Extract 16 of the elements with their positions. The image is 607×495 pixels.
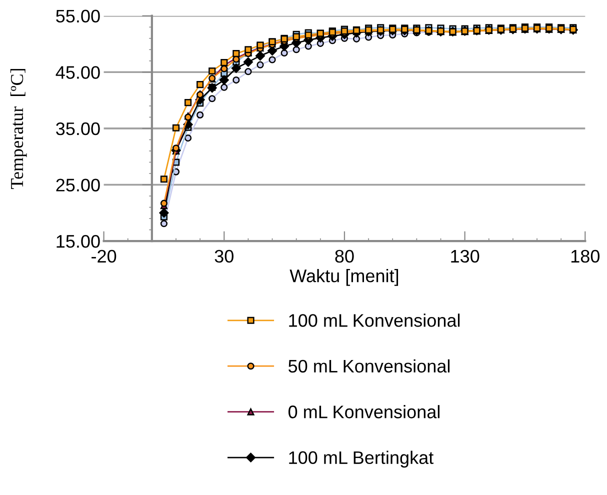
y-tick-label: 35.00 (56, 122, 100, 136)
legend-label: 0 mL Konvensional (288, 405, 440, 418)
x-tick-label: 80 (335, 250, 354, 263)
y-tick-label: 55.00 (56, 10, 100, 23)
y-axis-title: Temperatur [ºC] (10, 68, 27, 189)
x-tick-label: 30 (214, 250, 234, 263)
x-tick-label: 130 (451, 250, 480, 263)
x-tick-label: 180 (571, 250, 600, 263)
legend-label: 100 mL Konvensional (289, 314, 460, 327)
y-tick-label: 25.00 (56, 178, 100, 192)
legend-label: 100 mL Bertingkat (289, 450, 434, 468)
y-tick-label: 45.00 (56, 66, 100, 79)
y-tick-label: 15.00 (56, 235, 100, 248)
legend-label: 50 mL Konvensional (288, 359, 450, 373)
x-tick-label: -20 (92, 250, 116, 263)
x-axis-title: Waktu [menit] (290, 269, 398, 286)
